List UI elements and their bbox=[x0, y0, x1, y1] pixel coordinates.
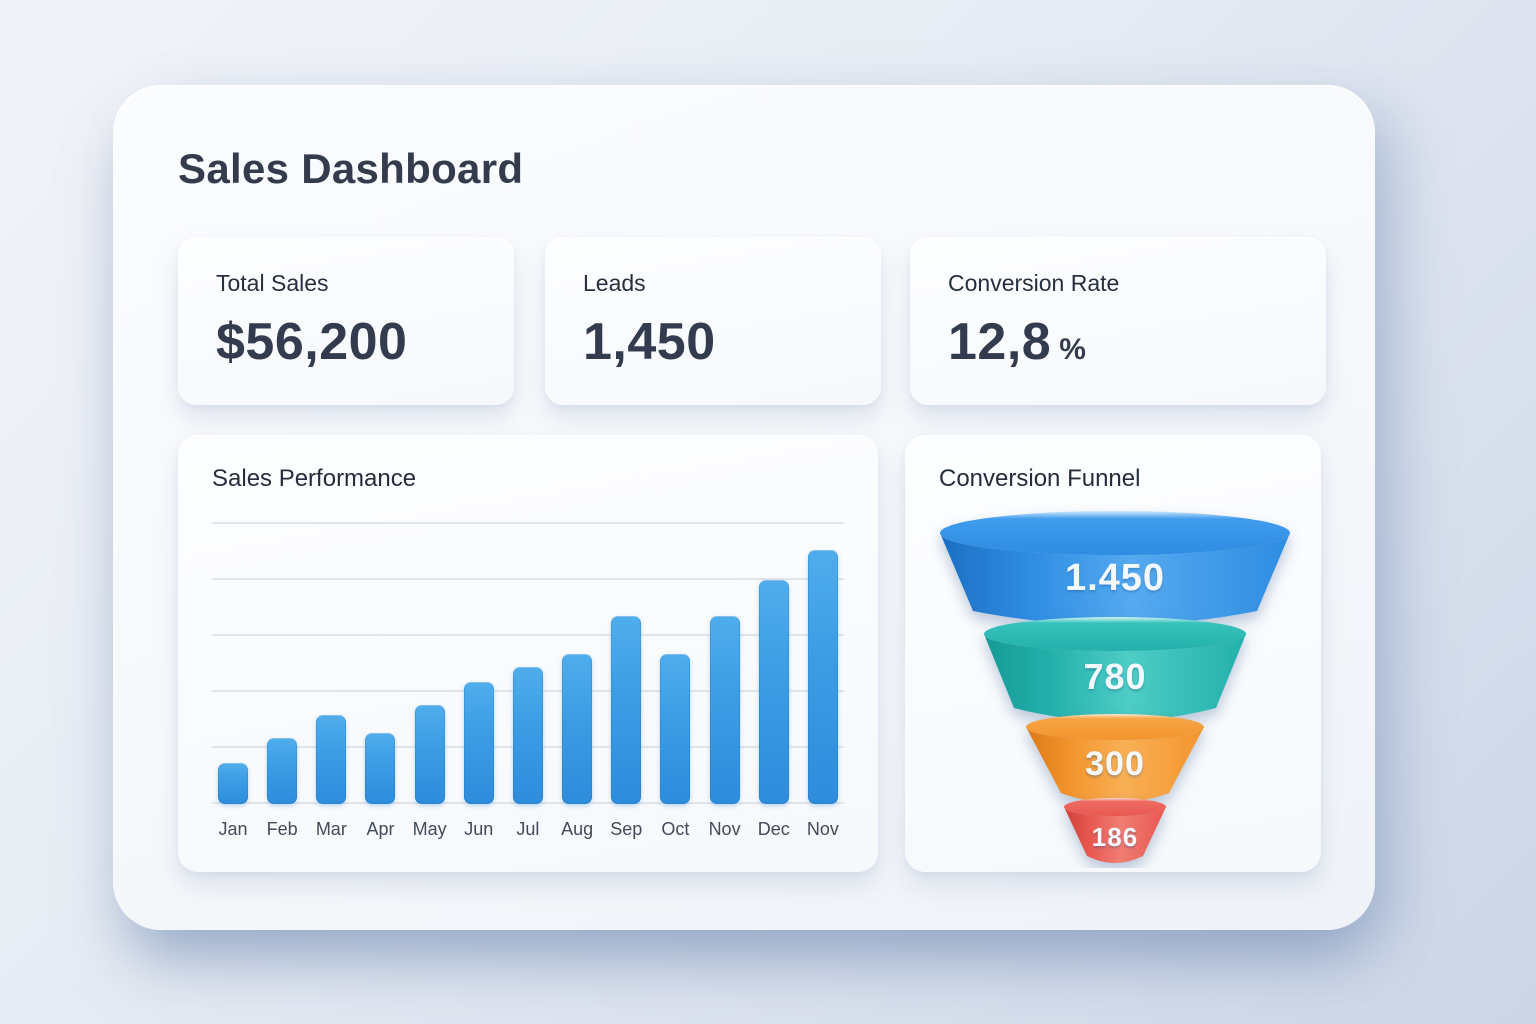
x-label-feb: Feb bbox=[266, 819, 298, 840]
funnel-stage-lid bbox=[940, 511, 1290, 555]
x-label-mar: Mar bbox=[315, 819, 347, 840]
x-label-nov: Nov bbox=[806, 819, 839, 840]
funnel-stage-value: 186 bbox=[1092, 822, 1138, 852]
bar-nov bbox=[807, 550, 838, 804]
x-label-apr: Apr bbox=[365, 819, 395, 840]
bar-dec bbox=[758, 580, 789, 804]
x-label-text: Apr bbox=[366, 819, 395, 839]
x-label-text: Mar bbox=[315, 819, 347, 839]
x-label-jun: Jun bbox=[464, 819, 494, 840]
funnel-stage-1.450: 1.450 bbox=[940, 511, 1290, 625]
bar-may bbox=[414, 705, 445, 804]
x-label-text: Aug bbox=[561, 819, 594, 839]
stat-value-number: $56,200 bbox=[216, 313, 408, 371]
bar-chart bbox=[212, 524, 844, 804]
bar-aug bbox=[562, 654, 593, 804]
stat-card-leads: Leads 1,450 bbox=[545, 237, 881, 405]
sales-performance-card: Sales Performance Jan Feb Mar Apr May Jun Jul A… bbox=[178, 435, 878, 872]
x-label-may: May bbox=[412, 819, 447, 840]
x-label-dec: Dec bbox=[757, 819, 790, 840]
funnel-stage-lid bbox=[1026, 714, 1204, 740]
stat-label: Total Sales bbox=[216, 270, 329, 296]
dashboard-panel: Sales Dashboard Total Sales $56,200 Lead… bbox=[113, 85, 1375, 930]
stat-value: 1,450 bbox=[583, 312, 881, 372]
funnel-stage-value: 780 bbox=[1083, 656, 1146, 697]
funnel-stage-body bbox=[940, 533, 1290, 625]
stat-value-number: 1,450 bbox=[583, 313, 716, 371]
funnel-chart: 1.450 780 300 186 bbox=[940, 511, 1290, 863]
bar-mar bbox=[316, 715, 347, 804]
x-label-oct: Oct bbox=[660, 819, 690, 840]
funnel-stage-body bbox=[1026, 727, 1204, 803]
bar-chart-x-labels: Jan Feb Mar Apr May Jun Jul Aug Sep Oct Nov Dec Nov bbox=[212, 819, 844, 840]
funnel-stage-value: 300 bbox=[1085, 745, 1145, 783]
funnel-chart-title: Conversion Funnel bbox=[939, 465, 1141, 492]
x-label-text: Dec bbox=[757, 819, 790, 839]
x-label-text: May bbox=[412, 819, 447, 839]
bar-nov bbox=[709, 616, 740, 804]
conversion-funnel-card: Conversion Funnel bbox=[905, 435, 1321, 872]
x-label-text: Jun bbox=[464, 819, 494, 839]
stat-value-number: 12,8 bbox=[948, 313, 1052, 371]
bar-feb bbox=[267, 738, 298, 804]
x-label-text: Oct bbox=[661, 819, 690, 839]
bar-chart-title: Sales Performance bbox=[212, 465, 417, 492]
funnel-stage-300: 300 bbox=[1026, 714, 1204, 803]
stat-value: 12,8% bbox=[948, 312, 1326, 372]
gridline bbox=[212, 578, 844, 580]
x-label-text: Feb bbox=[266, 819, 298, 839]
funnel-stage-value: 1.450 bbox=[1065, 557, 1165, 599]
x-label-text: Nov bbox=[806, 819, 839, 839]
x-label-sep: Sep bbox=[610, 819, 643, 840]
stat-card-conversion-rate: Conversion Rate 12,8% bbox=[910, 237, 1326, 405]
bar-jan bbox=[218, 763, 248, 804]
funnel-stage-lid bbox=[984, 617, 1246, 651]
x-label-nov: Nov bbox=[708, 819, 741, 840]
x-label-text: Jan bbox=[218, 819, 248, 839]
x-label-aug: Aug bbox=[561, 819, 594, 840]
stat-label: Leads bbox=[583, 270, 646, 296]
funnel-stage-lid bbox=[1064, 798, 1166, 816]
stat-label: Conversion Rate bbox=[948, 270, 1120, 296]
funnel-stage-780: 780 bbox=[984, 617, 1246, 721]
x-label-text: Nov bbox=[708, 819, 741, 839]
stat-card-total-sales: Total Sales $56,200 bbox=[178, 237, 514, 405]
x-label-text: Jul bbox=[516, 819, 540, 839]
x-label-text: Sep bbox=[610, 819, 643, 839]
gridline bbox=[212, 522, 844, 524]
funnel-stage-186: 186 bbox=[1064, 798, 1166, 863]
gridline bbox=[212, 634, 844, 636]
bar-jul bbox=[512, 667, 543, 804]
page-title: Sales Dashboard bbox=[178, 145, 524, 192]
funnel-stage-body bbox=[1064, 807, 1166, 863]
bar-sep bbox=[611, 616, 642, 804]
stat-value: $56,200 bbox=[216, 312, 514, 372]
funnel-stage-body bbox=[984, 634, 1246, 721]
x-label-jan: Jan bbox=[218, 819, 248, 840]
stat-value-unit: % bbox=[1059, 333, 1087, 366]
x-label-jul: Jul bbox=[513, 819, 543, 840]
bar-jun bbox=[463, 682, 494, 804]
bar-apr bbox=[365, 733, 396, 804]
bar-oct bbox=[660, 654, 691, 804]
